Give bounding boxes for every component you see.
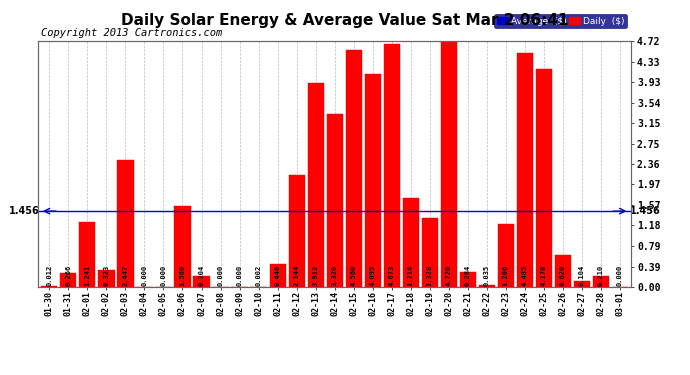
- Text: 4.485: 4.485: [522, 265, 528, 286]
- Text: 4.095: 4.095: [370, 265, 375, 286]
- Bar: [346, 50, 362, 287]
- Text: 0.035: 0.035: [484, 265, 490, 286]
- Text: 4.720: 4.720: [446, 265, 452, 286]
- Text: 0.284: 0.284: [465, 265, 471, 286]
- Text: 0.104: 0.104: [579, 265, 585, 286]
- Bar: [517, 54, 533, 287]
- Legend: Average  ($), Daily  ($): Average ($), Daily ($): [494, 14, 627, 28]
- Text: 0.323: 0.323: [104, 265, 110, 286]
- Text: 2.144: 2.144: [294, 265, 299, 286]
- Text: 0.000: 0.000: [617, 265, 623, 286]
- Bar: [460, 272, 476, 287]
- Text: 0.000: 0.000: [161, 265, 166, 286]
- Bar: [117, 159, 134, 287]
- Text: 0.204: 0.204: [199, 265, 204, 286]
- Bar: [422, 218, 438, 287]
- Text: Daily Solar Energy & Average Value Sat Mar 2 06:41: Daily Solar Energy & Average Value Sat M…: [121, 13, 569, 28]
- Text: 0.620: 0.620: [560, 265, 566, 286]
- Bar: [308, 83, 324, 287]
- Text: 0.002: 0.002: [255, 265, 262, 286]
- Text: 0.446: 0.446: [275, 265, 281, 286]
- Text: Copyright 2013 Cartronics.com: Copyright 2013 Cartronics.com: [41, 28, 222, 38]
- Text: 1.456: 1.456: [629, 206, 660, 216]
- Bar: [60, 273, 77, 287]
- Bar: [479, 285, 495, 287]
- Text: 0.210: 0.210: [598, 265, 604, 286]
- Text: 1.714: 1.714: [408, 265, 414, 286]
- Text: 1.560: 1.560: [179, 265, 186, 286]
- Bar: [79, 222, 95, 287]
- Bar: [288, 175, 305, 287]
- Bar: [535, 69, 552, 287]
- Bar: [41, 286, 57, 287]
- Bar: [193, 276, 210, 287]
- Text: 3.912: 3.912: [313, 265, 319, 286]
- Bar: [364, 74, 381, 287]
- Text: 3.320: 3.320: [332, 265, 337, 286]
- Text: 0.012: 0.012: [46, 265, 52, 286]
- Text: 0.000: 0.000: [217, 265, 224, 286]
- Bar: [441, 41, 457, 287]
- Bar: [593, 276, 609, 287]
- Bar: [555, 255, 571, 287]
- Bar: [497, 224, 514, 287]
- Text: 4.178: 4.178: [541, 265, 547, 286]
- Text: 0.000: 0.000: [237, 265, 243, 286]
- Text: 4.673: 4.673: [388, 265, 395, 286]
- Bar: [403, 198, 419, 287]
- Bar: [270, 264, 286, 287]
- Text: 1.241: 1.241: [84, 265, 90, 286]
- Text: 4.560: 4.560: [351, 265, 357, 286]
- Bar: [574, 282, 590, 287]
- Text: 2.447: 2.447: [122, 265, 128, 286]
- Bar: [326, 114, 343, 287]
- Text: 1.456: 1.456: [9, 206, 40, 216]
- Text: 0.000: 0.000: [141, 265, 148, 286]
- Bar: [175, 206, 190, 287]
- Text: 0.266: 0.266: [66, 265, 71, 286]
- Text: 1.328: 1.328: [426, 265, 433, 286]
- Bar: [99, 270, 115, 287]
- Bar: [384, 44, 400, 287]
- Text: 1.206: 1.206: [503, 265, 509, 286]
